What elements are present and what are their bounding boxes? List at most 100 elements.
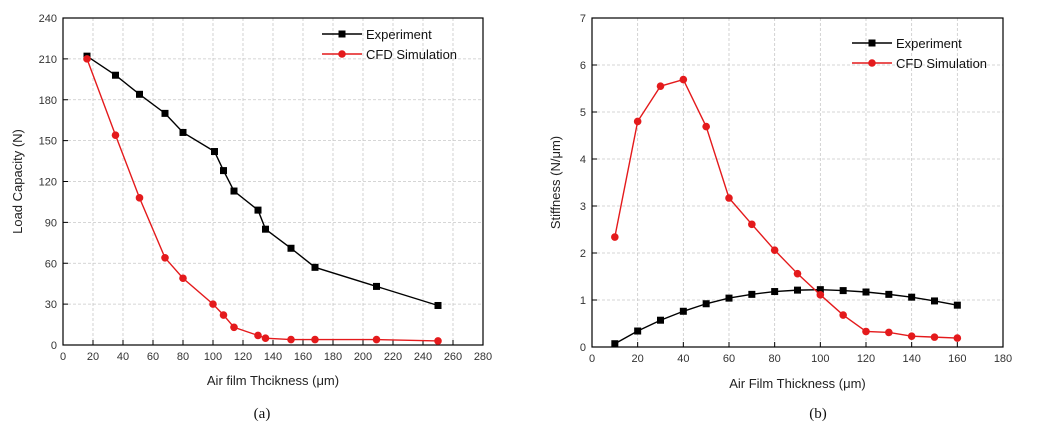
data-point bbox=[373, 282, 380, 290]
x-tick-label: 260 bbox=[444, 351, 462, 363]
x-tick-label: 200 bbox=[354, 351, 372, 363]
x-tick-label: 40 bbox=[677, 353, 689, 365]
data-point bbox=[161, 253, 169, 262]
data-point bbox=[135, 194, 144, 202]
data-point bbox=[179, 274, 187, 283]
data-point bbox=[261, 334, 270, 342]
x-tick-label: 160 bbox=[294, 351, 312, 363]
x-tick-label: 180 bbox=[324, 351, 342, 363]
data-point bbox=[885, 328, 893, 337]
x-tick-label: 60 bbox=[147, 351, 159, 363]
y-tick-label: 120 bbox=[39, 177, 57, 189]
x-tick-label: 100 bbox=[204, 351, 222, 363]
y-tick-label: 3 bbox=[580, 201, 586, 213]
legend-marker bbox=[868, 59, 876, 67]
series-line bbox=[86, 55, 439, 307]
data-point bbox=[112, 71, 119, 79]
data-point bbox=[254, 206, 262, 214]
data-point bbox=[311, 263, 319, 271]
data-point bbox=[725, 294, 733, 302]
data-point bbox=[839, 311, 847, 319]
y-tick-label: 0 bbox=[580, 342, 586, 354]
data-point bbox=[434, 301, 442, 309]
y-tick-label: 7 bbox=[580, 13, 586, 25]
y-tick-label: 2 bbox=[580, 248, 586, 260]
data-point bbox=[633, 117, 642, 126]
x-axis-label: Air Film Thickness (μm) bbox=[729, 376, 866, 391]
data-point bbox=[862, 327, 870, 336]
y-tick-label: 30 bbox=[45, 299, 57, 311]
data-point bbox=[908, 293, 916, 301]
data-point bbox=[83, 55, 91, 63]
legend-label: Experiment bbox=[896, 36, 962, 51]
data-point bbox=[702, 300, 710, 308]
y-tick-label: 1 bbox=[580, 295, 586, 307]
data-point bbox=[679, 307, 687, 315]
series-line bbox=[614, 78, 958, 339]
data-point bbox=[611, 233, 619, 241]
x-tick-label: 80 bbox=[769, 353, 781, 365]
x-tick-label: 20 bbox=[632, 353, 644, 365]
series-line bbox=[86, 58, 439, 342]
y-tick-label: 5 bbox=[580, 107, 586, 119]
y-tick-label: 180 bbox=[39, 95, 57, 107]
y-axis-label: Load Capacity (N) bbox=[10, 129, 25, 234]
y-tick-label: 90 bbox=[45, 217, 57, 229]
data-point bbox=[748, 290, 756, 298]
x-tick-label: 140 bbox=[264, 351, 282, 363]
data-point bbox=[679, 75, 688, 84]
x-tick-label: 20 bbox=[87, 351, 99, 363]
x-tick-label: 160 bbox=[948, 353, 966, 365]
data-point bbox=[161, 109, 169, 117]
y-tick-label: 240 bbox=[39, 13, 57, 25]
data-point bbox=[311, 335, 319, 344]
data-point bbox=[211, 148, 218, 156]
y-tick-label: 150 bbox=[39, 136, 57, 148]
data-point bbox=[771, 288, 779, 296]
y-tick-label: 4 bbox=[580, 154, 586, 166]
data-point bbox=[656, 82, 665, 90]
data-point bbox=[434, 337, 442, 345]
data-point bbox=[287, 244, 295, 252]
x-tick-label: 180 bbox=[994, 353, 1012, 365]
data-point bbox=[657, 316, 664, 324]
series-line bbox=[614, 288, 958, 345]
x-tick-label: 220 bbox=[384, 351, 402, 363]
data-point bbox=[254, 331, 262, 340]
data-point bbox=[219, 311, 228, 319]
data-point bbox=[748, 220, 756, 229]
x-tick-label: 280 bbox=[474, 351, 492, 363]
x-tick-label: 0 bbox=[60, 351, 66, 363]
data-point bbox=[907, 332, 916, 340]
legend-marker bbox=[868, 39, 876, 47]
legend-label: CFD Simulation bbox=[896, 56, 987, 71]
data-point bbox=[953, 301, 961, 309]
data-point bbox=[770, 246, 779, 254]
y-tick-label: 60 bbox=[45, 258, 57, 270]
data-point bbox=[611, 340, 619, 348]
data-point bbox=[220, 167, 227, 175]
data-point bbox=[930, 333, 939, 341]
data-point bbox=[372, 335, 381, 344]
x-tick-label: 240 bbox=[414, 351, 432, 363]
data-point bbox=[862, 288, 870, 296]
chart-b: 0 20 40 60 80 100 120 140 160 180 0 1 2 3 4 5 6 7 Air Film… bbox=[548, 13, 1012, 422]
data-point bbox=[953, 334, 962, 342]
data-point bbox=[793, 269, 802, 278]
legend: Experiment CFD Simulation bbox=[852, 36, 987, 71]
x-tick-label: 40 bbox=[117, 351, 129, 363]
legend-label: Experiment bbox=[366, 27, 432, 42]
y-tick-label: 0 bbox=[51, 340, 57, 352]
y-tick-label: 210 bbox=[39, 54, 57, 66]
legend: Experiment CFD Simulation bbox=[322, 27, 457, 62]
data-point bbox=[287, 335, 295, 344]
x-tick-label: 60 bbox=[723, 353, 735, 365]
data-point bbox=[230, 187, 238, 195]
data-point bbox=[179, 128, 187, 136]
legend-marker bbox=[338, 50, 346, 58]
panel-label: (a) bbox=[254, 406, 271, 422]
data-point bbox=[111, 131, 120, 139]
data-point bbox=[885, 290, 893, 298]
panel-label: (b) bbox=[809, 406, 827, 422]
